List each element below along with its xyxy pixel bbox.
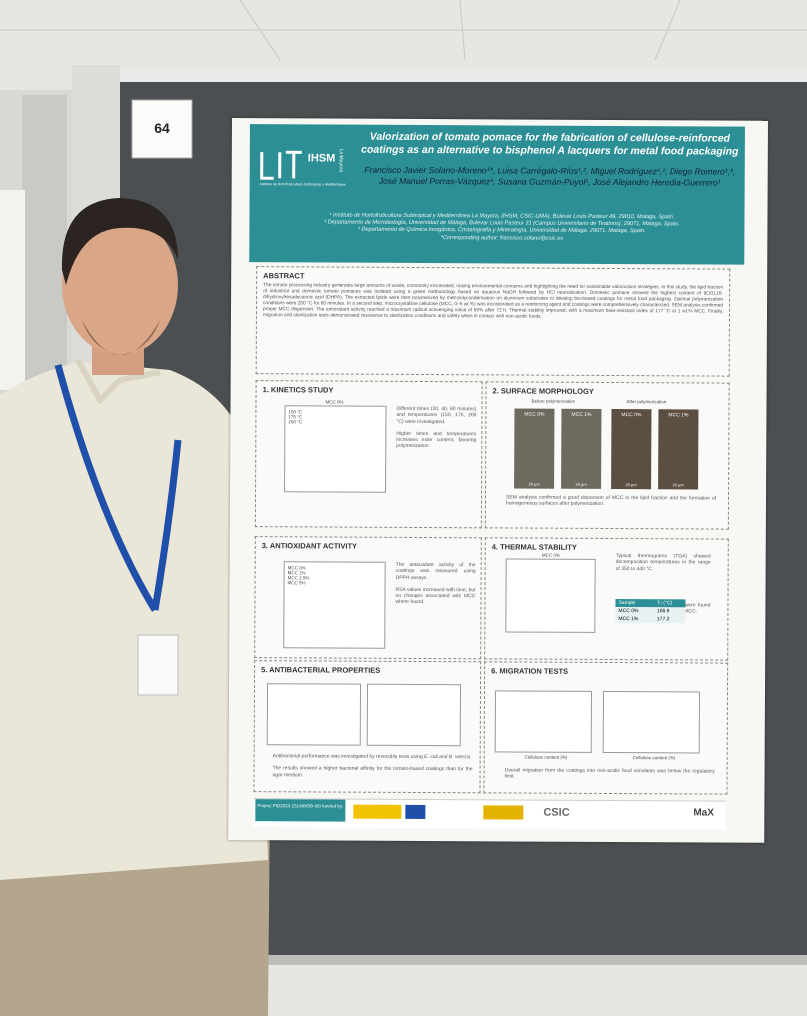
plot: MCC 0% 150 °C 175 °C 200 °C — [284, 399, 387, 493]
table-row: MCC 1% 177.2 — [615, 615, 686, 624]
axis-label: Cellulose content (%) — [632, 755, 676, 761]
ceiling-seam — [459, 0, 466, 61]
section-heading: 5. ANTIBACTERIAL PROPERTIES — [261, 665, 381, 675]
beard — [82, 320, 160, 355]
bullet: Overall migration from the coatings into… — [504, 767, 715, 780]
funding-text: Project PID2023-151489OB-I00 funded by: — [257, 803, 344, 809]
logo-name: IHSM — [307, 152, 336, 165]
sem-image: MCC 1% 20 µm — [561, 408, 602, 489]
board-frame — [115, 70, 807, 82]
plot — [366, 683, 462, 747]
image-caption: MCC 1% — [571, 411, 592, 418]
bullet: The results showed a higher bacterial af… — [272, 765, 473, 778]
legend-item: 200 °C — [288, 419, 303, 425]
logo: IHSM La Mayora Instituto de Hortofruticu… — [260, 148, 348, 188]
plot: MCC 0% MCC 1% MCC 2.5% MCC 5% — [283, 561, 386, 649]
collar — [75, 358, 161, 405]
authors: Francisco Javier Solano-Moreno¹*, Luisa … — [364, 164, 736, 188]
section-heading: 2. SURFACE MORPHOLOGY — [492, 386, 594, 396]
logo-mark — [260, 150, 302, 180]
section-box: 6. MIGRATION TESTS Overall migration from… — [483, 661, 729, 795]
plot — [602, 690, 701, 754]
scale-bar: 20 µm — [672, 482, 684, 488]
scale-bar: 20 µm — [575, 481, 587, 487]
affiliation: *Corresponding author: francisco.solano@… — [440, 234, 564, 242]
header-cell: Tₛ (°C) — [656, 600, 673, 607]
table-cell: 166.9 — [656, 608, 670, 615]
shirt — [0, 362, 268, 880]
poster-title: Valorization of tomato pomace for the fa… — [361, 130, 739, 158]
number-card — [131, 99, 193, 159]
abstract-text: The tomato processing industry generates… — [262, 283, 724, 320]
scale-bar: 20 µm — [528, 481, 540, 487]
logo-csic: CSIC — [543, 806, 570, 819]
sem-image: MCC 0% 20 µm — [514, 408, 555, 489]
hair — [61, 198, 178, 285]
face — [62, 215, 178, 355]
poster-header: IHSM La Mayora Instituto de Hortofruticu… — [249, 124, 745, 265]
board-post — [22, 95, 67, 385]
bullet: Antibacterial performance was investigat… — [272, 753, 472, 761]
bullets: Antibacterial performance was investigat… — [273, 753, 473, 785]
section-heading: 4. THERMAL STABILITY — [491, 542, 577, 552]
section-heading: 3. ANTIOXIDANT ACTIVITY — [261, 541, 358, 551]
section-box: 1. KINETICS STUDY Different times (20, 40… — [254, 380, 483, 529]
bullet: Different times (20, 40, 60 minutes) and… — [396, 405, 477, 425]
legend: 150 °C 175 °C 200 °C — [288, 409, 302, 424]
plot: MCC 0% — [505, 553, 596, 633]
image-caption: MCC 0% — [524, 411, 545, 418]
legend: MCC 0% MCC 1% MCC 2.5% MCC 5% — [288, 565, 310, 585]
plot — [266, 683, 362, 746]
bullets: Different times (20, 40, 60 minutes) and… — [396, 406, 476, 456]
image-label: After polymerization — [626, 399, 667, 405]
image-label: Before polymerization — [531, 398, 576, 404]
bullet: SEM analysis confirmed a good dispersion… — [505, 494, 717, 508]
ceiling-seam — [239, 0, 281, 61]
legend-item: MCC 5% — [287, 580, 306, 586]
section-box: 5. ANTIBACTERIAL PROPERTIES Antibacterial… — [253, 660, 482, 794]
bullets: SEM analysis confirmed a good dispersion… — [506, 494, 716, 514]
section-box: 2. SURFACE MORPHOLOGY Before polymerizati… — [484, 381, 730, 530]
table-cell: MCC 1% — [618, 616, 639, 623]
logo-place: La Mayora — [337, 148, 344, 173]
bullets: The antioxidant activity of the coatings… — [395, 562, 475, 612]
ceiling-seam — [654, 0, 681, 61]
section-heading: 6. MIGRATION TESTS — [491, 666, 569, 676]
logo-max: MaX — [693, 807, 714, 819]
bullets: Overall migration from the coatings into… — [505, 767, 715, 787]
section-heading: 1. KINETICS STUDY — [262, 385, 334, 395]
table: Sample Tₛ (°C) MCC 0% 166.9 MCC 1% 177.2 — [615, 599, 686, 624]
sem-image: MCC 1% 20 µm — [658, 409, 699, 490]
board-number: 64 — [154, 120, 170, 136]
scale-bar: 20 µm — [625, 482, 637, 488]
abstract-box: ABSTRACT The tomato processing industry … — [255, 266, 731, 377]
footer: Project PID2023-151489OB-I00 funded by: … — [253, 798, 726, 830]
image-caption: MCC 1% — [668, 412, 689, 419]
bullet: The antioxidant activity of the coatings… — [395, 561, 476, 581]
plot — [494, 690, 593, 753]
section-box: 4. THERMAL STABILITY Typical thermograms … — [484, 537, 729, 661]
axis-label: Cellulose content (%) — [524, 754, 568, 760]
section-box: 3. ANTIOXIDANT ACTIVITY The antioxidant a… — [254, 536, 482, 660]
lanyard — [54, 364, 182, 612]
table-cell: 177.2 — [656, 616, 670, 623]
bullet: RSA values increased with time, but no c… — [395, 586, 476, 606]
header-cell: Sample — [618, 600, 636, 607]
sem-image: MCC 0% 20 µm — [611, 408, 652, 490]
bullet: Typical thermograms (TGA) showed decompo… — [615, 553, 711, 572]
badge — [137, 634, 179, 696]
plot-title: MCC 0% — [325, 399, 344, 405]
bullet: Higher times and temperatures increases … — [396, 430, 477, 450]
logo-caption: Instituto de Hortofruticultura Subtropic… — [259, 182, 346, 187]
table-cell: MCC 0% — [618, 608, 639, 615]
plot-title: MCC 0% — [541, 552, 560, 558]
image-caption: MCC 0% — [621, 412, 642, 419]
affiliations: ¹ Instituto de Hortofruticultura Subtrop… — [269, 212, 734, 243]
side-poster — [0, 190, 25, 390]
poster: IHSM La Mayora Instituto de Hortofruticu… — [228, 118, 768, 843]
abstract-heading: ABSTRACT — [263, 271, 305, 281]
